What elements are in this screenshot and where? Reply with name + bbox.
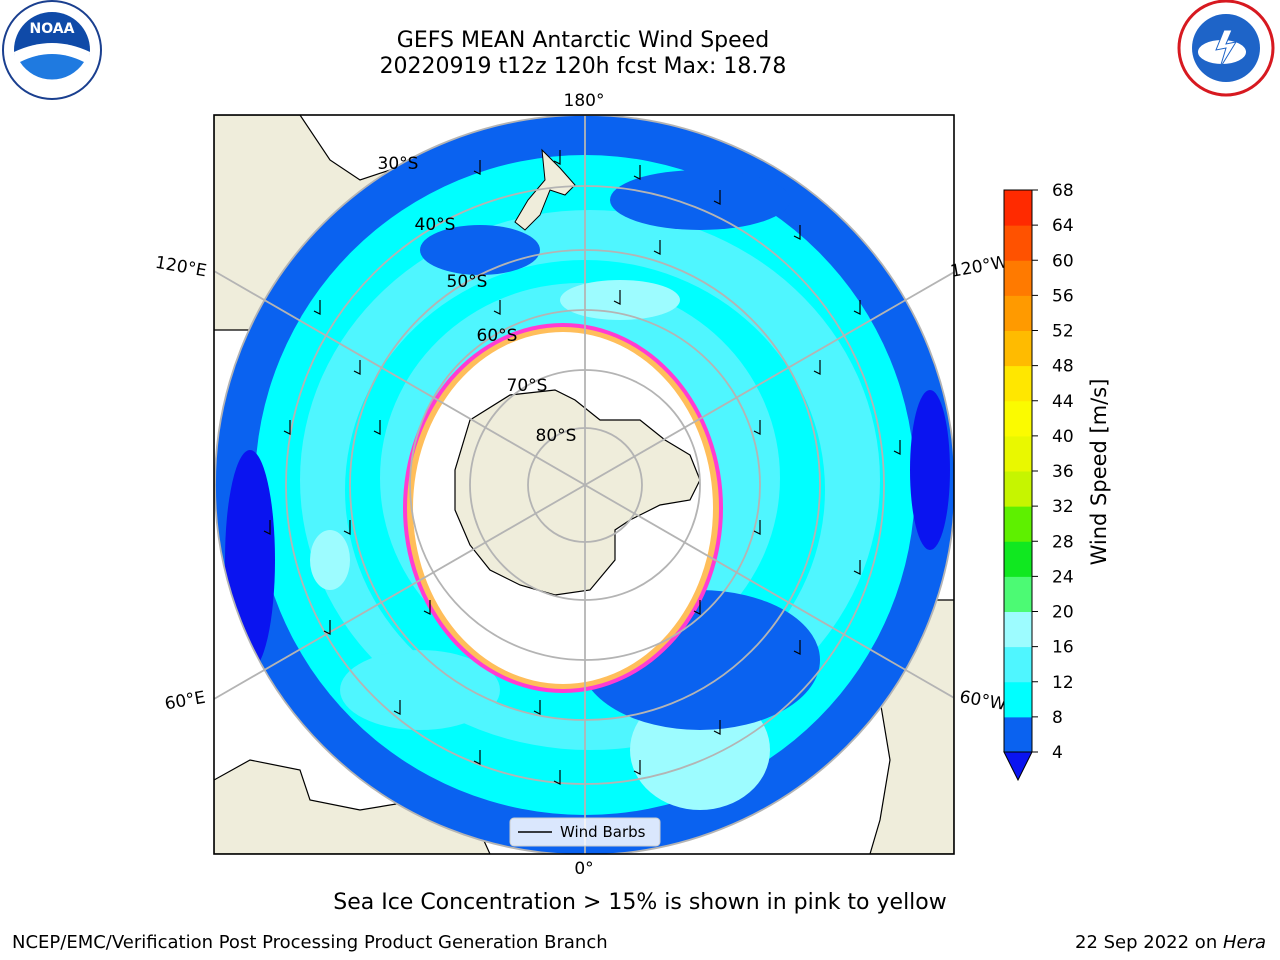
- wind-barbs-legend: Wind Barbs: [509, 817, 661, 847]
- colorbar-tick-label: 64: [1052, 216, 1074, 236]
- lon-label-60w: 60°W: [958, 687, 1008, 715]
- lon-label-60e: 60°E: [163, 688, 207, 715]
- colorbar-bin: [1004, 400, 1032, 437]
- chart-subtitle: 20220919 t12z 120h fcst Max: 18.78: [379, 54, 787, 79]
- colorbar-bin: [1004, 541, 1032, 577]
- colorbar-bin: [1004, 681, 1032, 718]
- colorbar-tick-label: 4: [1052, 743, 1063, 763]
- colorbar-tick-label: 36: [1052, 462, 1074, 482]
- lat-label-30s: 30°S: [378, 154, 419, 174]
- colorbar-bin: [1004, 225, 1032, 261]
- colorbar-bin: [1004, 576, 1032, 612]
- new-zealand-land: [514, 148, 576, 231]
- footer-host: Hera: [1222, 932, 1266, 953]
- colorbar-tick-label: 28: [1052, 532, 1074, 552]
- lat-label-50s: 50°S: [447, 272, 488, 292]
- colorbar-extend-min: [1003, 751, 1033, 782]
- lat-label-60s: 60°S: [477, 326, 518, 346]
- lon-label-120e: 120°E: [154, 253, 208, 282]
- footer-branch: NCEP/EMC/Verification Post Processing Pr…: [12, 932, 608, 953]
- svg-text:NOAA: NOAA: [30, 21, 75, 37]
- colorbar-tick-label: 24: [1052, 567, 1074, 587]
- colorbar-bin: [1004, 295, 1032, 331]
- colorbar-bin: [1004, 365, 1032, 402]
- colorbar-bin: [1004, 506, 1032, 542]
- colorbar-label: Wind Speed [m/s]: [1087, 379, 1111, 566]
- colorbar-tick-label: 48: [1052, 357, 1074, 377]
- colorbar-bin: [1004, 435, 1032, 472]
- lat-label-40s: 40°S: [415, 215, 456, 235]
- chart-title: GEFS MEAN Antarctic Wind Speed: [396, 28, 770, 53]
- noaa-logo: NOAA: [2, 0, 102, 100]
- colorbar-tick-label: 32: [1052, 497, 1074, 517]
- colorbar-bin: [1004, 260, 1032, 296]
- legend-label: Wind Barbs: [560, 823, 646, 841]
- colorbar-tick-label: 16: [1052, 638, 1074, 658]
- colorbar-bin: [1004, 716, 1032, 753]
- colorbar-tick-label: 44: [1052, 392, 1074, 412]
- footer-date-text: 22 Sep 2022 on: [1075, 932, 1223, 953]
- colorbar-bin: [1004, 611, 1032, 648]
- colorbar-tick-label: 52: [1052, 322, 1074, 342]
- footer-date: 22 Sep 2022 on Hera: [1075, 932, 1266, 953]
- lat-label-80s: 80°S: [536, 426, 577, 446]
- lat-label-70s: 70°S: [507, 376, 548, 396]
- antarctica-land: [454, 389, 701, 596]
- lon-label-120w: 120°W: [949, 252, 1010, 282]
- colorbar-bin: [1004, 330, 1032, 367]
- colorbar-bin: [1004, 646, 1032, 683]
- colorbar-tick-label: 60: [1052, 251, 1074, 271]
- lon-label-0: 0°: [574, 859, 593, 879]
- colorbar-tick-label: 12: [1052, 673, 1074, 693]
- colorbar-tick-label: 68: [1052, 181, 1074, 201]
- colorbar-tick-label: 20: [1052, 603, 1074, 623]
- colorbar-bin: [1004, 471, 1032, 507]
- nws-logo: [1177, 0, 1275, 97]
- colorbar-tick-label: 56: [1052, 286, 1074, 306]
- colorbar-bin: [1004, 190, 1032, 226]
- africa-land: [214, 759, 491, 854]
- colorbar-tick-label: 40: [1052, 427, 1074, 447]
- sea-ice-note: Sea Ice Concentration > 15% is shown in …: [333, 890, 947, 915]
- lon-label-180: 180°: [564, 91, 605, 111]
- colorbar-tick-label: 8: [1052, 708, 1063, 728]
